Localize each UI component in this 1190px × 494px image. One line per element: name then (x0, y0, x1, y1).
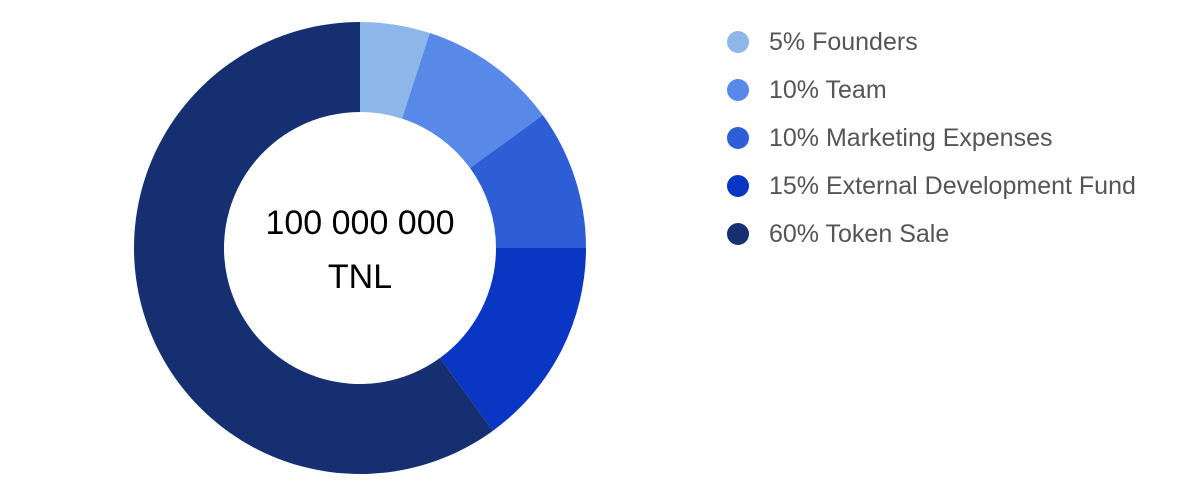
donut-slice-3 (470, 115, 586, 249)
legend-dot (727, 127, 749, 149)
legend-dot (727, 31, 749, 53)
donut-slice-5 (133, 22, 493, 475)
center-label-line-2: TNL (327, 258, 393, 296)
donut-slice-2 (402, 33, 543, 169)
legend: 5% Founders 10% Team 10% Marketing Expen… (727, 18, 1187, 258)
legend-item: 5% Founders (727, 18, 1187, 66)
legend-item: 60% Token Sale (727, 210, 1187, 258)
center-label-line-1: 100 000 000 (265, 204, 455, 242)
legend-dot (727, 223, 749, 245)
legend-label: 10% Marketing Expenses (769, 123, 1053, 152)
legend-label: 60% Token Sale (769, 219, 950, 248)
legend-dot (727, 79, 749, 101)
legend-item: 10% Team (727, 66, 1187, 114)
legend-label: 5% Founders (769, 27, 918, 56)
donut-slice-4 (439, 248, 586, 431)
donut-slices (133, 22, 586, 475)
legend-item: 10% Marketing Expenses (727, 114, 1187, 162)
donut-slice-1 (360, 22, 430, 119)
donut-chart (133, 22, 586, 475)
legend-label: 10% Team (769, 75, 887, 104)
legend-item: 15% External Development Fund (727, 162, 1187, 210)
legend-label: 15% External Development Fund (769, 171, 1136, 200)
donut-center-label: 100 000 000 TNL (210, 196, 510, 304)
legend-dot (727, 175, 749, 197)
